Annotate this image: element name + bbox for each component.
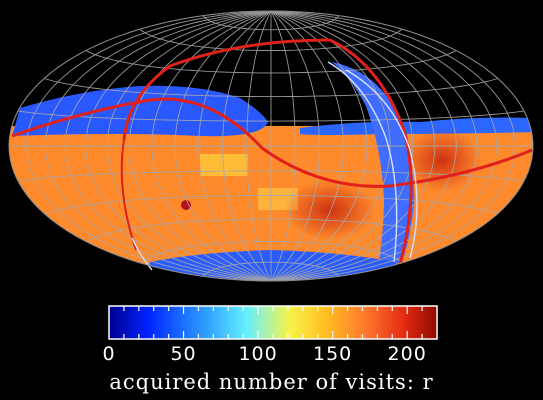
parallel-line — [202, 261, 340, 277]
red-spot — [181, 200, 191, 210]
colorbar-tick-label-1: 50 — [170, 343, 197, 365]
colorbar-title: acquired number of visits: r — [109, 370, 434, 394]
colorbar-tick-label-2: 100 — [238, 343, 278, 365]
parallel-line — [43, 78, 499, 98]
parallel-line — [17, 110, 525, 122]
colorbar-tick-label-3: 150 — [312, 343, 353, 365]
parallel-line — [85, 50, 457, 74]
colorbar-tick-label-4: 200 — [387, 343, 427, 365]
colorbar-gradient — [109, 306, 437, 339]
parallel-line — [139, 241, 403, 264]
sky-coverage-field — [9, 11, 533, 281]
overlay-curves — [11, 38, 533, 265]
upper-left-low-coverage-band — [12, 85, 268, 137]
dark-red-region — [402, 128, 482, 192]
parallel-line — [43, 194, 499, 214]
meridian-curve — [120, 139, 137, 251]
galactic-plane-band — [332, 62, 415, 268]
galactic-boundary-lines — [131, 61, 418, 271]
upper-right-low-coverage-band — [300, 117, 533, 135]
dark-red-region-2 — [284, 180, 376, 240]
colorbar-frame — [108, 305, 438, 340]
colorbar-ticks — [123, 306, 423, 339]
ecliptic-curve — [11, 97, 533, 188]
parallel-line — [139, 28, 403, 51]
map-outline — [8, 10, 534, 282]
colorbar-tick-label-0: 0 — [102, 343, 116, 365]
coordinate-grid — [9, 11, 533, 281]
galactic-plane-curve — [122, 38, 413, 265]
colorbar — [108, 305, 438, 340]
yellow-patch — [200, 154, 248, 176]
parallel-line — [202, 15, 340, 31]
